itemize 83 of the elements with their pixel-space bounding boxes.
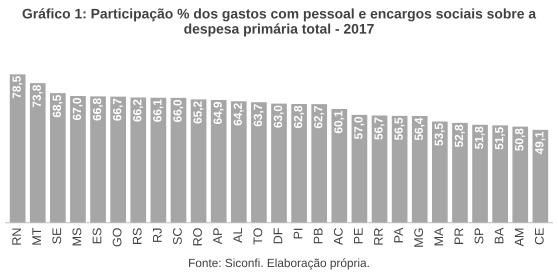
x-tick-label: DF [274, 228, 282, 244]
bar [532, 130, 548, 223]
bar [392, 116, 408, 223]
data-label: 63,0 [274, 106, 284, 128]
data-label: 67,0 [72, 98, 83, 120]
bar [50, 93, 66, 223]
x-tick-label: RO [193, 228, 202, 246]
source-note: Fonte: Siconfi. Elaboração própria. [189, 258, 369, 270]
data-label: 50,8 [515, 128, 526, 151]
data-label: 66,0 [173, 100, 184, 122]
bar [331, 109, 348, 223]
x-tick-label: TO [253, 228, 262, 244]
bar [110, 96, 126, 223]
bar [230, 101, 247, 223]
chart-title: Gráfico 1: Participação % dos gastos com pessoal e encargos sociais sobre a despesa primária total - 2017 [22, 8, 536, 36]
data-label: 68,5 [52, 95, 63, 118]
x-tick-label: PI [294, 228, 302, 238]
bar [432, 122, 448, 223]
data-label: 62,8 [294, 106, 304, 128]
data-label: 65,2 [193, 101, 204, 124]
data-label: 64,2 [234, 103, 244, 126]
x-tick-label: RN [12, 228, 21, 245]
x-tick-label: CE [534, 228, 544, 244]
bar [492, 125, 508, 223]
x-tick-label: MT [32, 228, 41, 245]
bar [30, 83, 46, 223]
x-tick-label: AL [233, 228, 242, 243]
data-label: 62,7 [314, 106, 324, 128]
data-label: 56,5 [394, 118, 405, 140]
data-label: 66,7 [112, 98, 124, 121]
bar [271, 104, 287, 223]
x-tick-label: PB [314, 228, 322, 244]
data-label: 56,4 [414, 118, 425, 140]
x-tick-label: PR [454, 228, 464, 244]
data-label: 78,5 [12, 76, 23, 98]
data-label: 64,9 [213, 102, 224, 124]
bar [412, 116, 428, 223]
x-tick-label: GO [112, 228, 122, 246]
x-tick-label: RR [374, 228, 383, 245]
data-label: 56,7 [374, 118, 384, 140]
data-label: 53,5 [434, 123, 445, 146]
data-label: 66,8 [92, 98, 103, 120]
bar [10, 74, 26, 223]
x-tick-label: PA [394, 228, 403, 242]
bar [190, 99, 206, 223]
x-tick-label: SP [474, 228, 484, 244]
bar [210, 100, 227, 223]
x-tick-label: MS [72, 228, 82, 246]
bar [291, 104, 307, 223]
data-label: 51,8 [474, 126, 485, 149]
data-label: 60,1 [334, 110, 344, 134]
bar [70, 96, 86, 223]
bar [372, 115, 388, 223]
bar [352, 114, 368, 223]
data-label: 52,8 [454, 124, 465, 147]
x-tick-label: SC [172, 228, 182, 244]
bar [251, 102, 267, 223]
bar [150, 98, 166, 223]
x-tick-label: MG [414, 228, 424, 247]
x-tick-label: RS [132, 228, 142, 244]
data-label: 51,5 [495, 127, 506, 150]
data-label: 57,0 [354, 116, 364, 140]
x-tick-label: AC [334, 228, 343, 245]
bar [311, 104, 328, 223]
x-tick-label: ES [92, 228, 102, 244]
x-tick-label: AM [514, 228, 524, 246]
x-tick-label: AP [213, 228, 222, 244]
bar [512, 126, 528, 223]
x-tick-label: PE [354, 228, 363, 244]
data-label: 73,8 [32, 85, 43, 108]
bar [90, 96, 106, 223]
bar [472, 124, 488, 223]
bar [130, 98, 146, 223]
x-tick-label: MA [434, 228, 444, 246]
bar [170, 98, 186, 223]
x-tick-label: SE [52, 228, 62, 244]
data-label: 63,7 [254, 104, 264, 126]
bar [452, 122, 468, 223]
data-label: 49,1 [535, 132, 546, 154]
data-label: 66,1 [153, 100, 164, 122]
data-label: 66,2 [133, 100, 144, 122]
x-tick-label: BA [494, 228, 504, 244]
x-tick-label: RJ [153, 228, 162, 242]
